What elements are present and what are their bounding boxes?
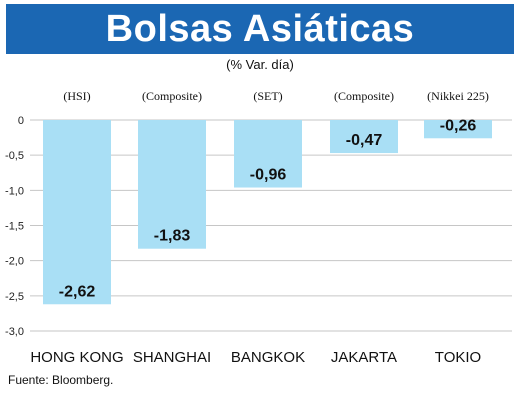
bar: [43, 120, 111, 305]
title-banner: Bolsas Asiáticas: [6, 4, 514, 54]
data-label: -2,62: [59, 283, 96, 300]
y-tick-label: -2,5: [5, 291, 24, 303]
bar: [424, 120, 492, 139]
y-tick-label: -1,5: [5, 221, 24, 233]
x-tick-label: JAKARTA: [331, 349, 397, 366]
data-label: -0,47: [346, 132, 383, 149]
y-tick-label: -1,0: [5, 185, 24, 197]
x-tick-label: HONG KONG: [30, 349, 123, 366]
data-label: -0,96: [250, 167, 287, 184]
chart-subtitle: (% Var. día): [226, 57, 294, 72]
data-label: -0,26: [440, 117, 477, 134]
bar: [234, 120, 302, 188]
index-label: (Composite): [142, 89, 202, 103]
index-label: (Composite): [334, 89, 394, 103]
x-tick-label: SHANGHAI: [133, 349, 211, 366]
source-note: Fuente: Bloomberg.: [8, 373, 114, 387]
index-label: (SET): [253, 89, 282, 103]
x-tick-label: TOKIO: [435, 349, 481, 366]
bar: [330, 120, 398, 154]
chart-title: Bolsas Asiáticas: [105, 7, 415, 50]
index-label: (Nikkei 225): [427, 89, 489, 103]
y-tick-label: -0,5: [5, 150, 24, 162]
bar: [138, 120, 206, 249]
data-label: -1,83: [154, 228, 191, 245]
index-label: (HSI): [63, 89, 90, 103]
y-tick-label: -2,0: [5, 256, 24, 268]
y-tick-label: -3,0: [5, 326, 24, 338]
y-tick-label: 0: [18, 115, 24, 127]
x-tick-label: BANGKOK: [231, 349, 305, 366]
